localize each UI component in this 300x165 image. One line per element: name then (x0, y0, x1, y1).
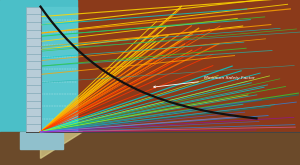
Bar (26, 15, 40, 22)
Polygon shape (0, 0, 76, 132)
Polygon shape (40, 132, 82, 158)
Bar (26, 124, 40, 132)
Bar (26, 93, 40, 101)
Bar (26, 85, 40, 93)
Bar (26, 101, 40, 109)
Bar (26, 77, 40, 85)
Bar (26, 54, 40, 62)
Bar (40, 7, 76, 132)
Bar (26, 116, 40, 124)
Bar (0, 132, 300, 165)
Bar (26, 46, 40, 54)
Bar (26, 62, 40, 69)
Bar (26, 38, 40, 46)
Bar (26, 69, 40, 77)
Bar (26, 109, 40, 116)
Text: Minimum Safety Factor: Minimum Safety Factor (154, 76, 255, 88)
Bar (26, 7, 40, 14)
Bar (20, 132, 63, 148)
Bar (26, 30, 40, 38)
Bar (26, 22, 40, 30)
